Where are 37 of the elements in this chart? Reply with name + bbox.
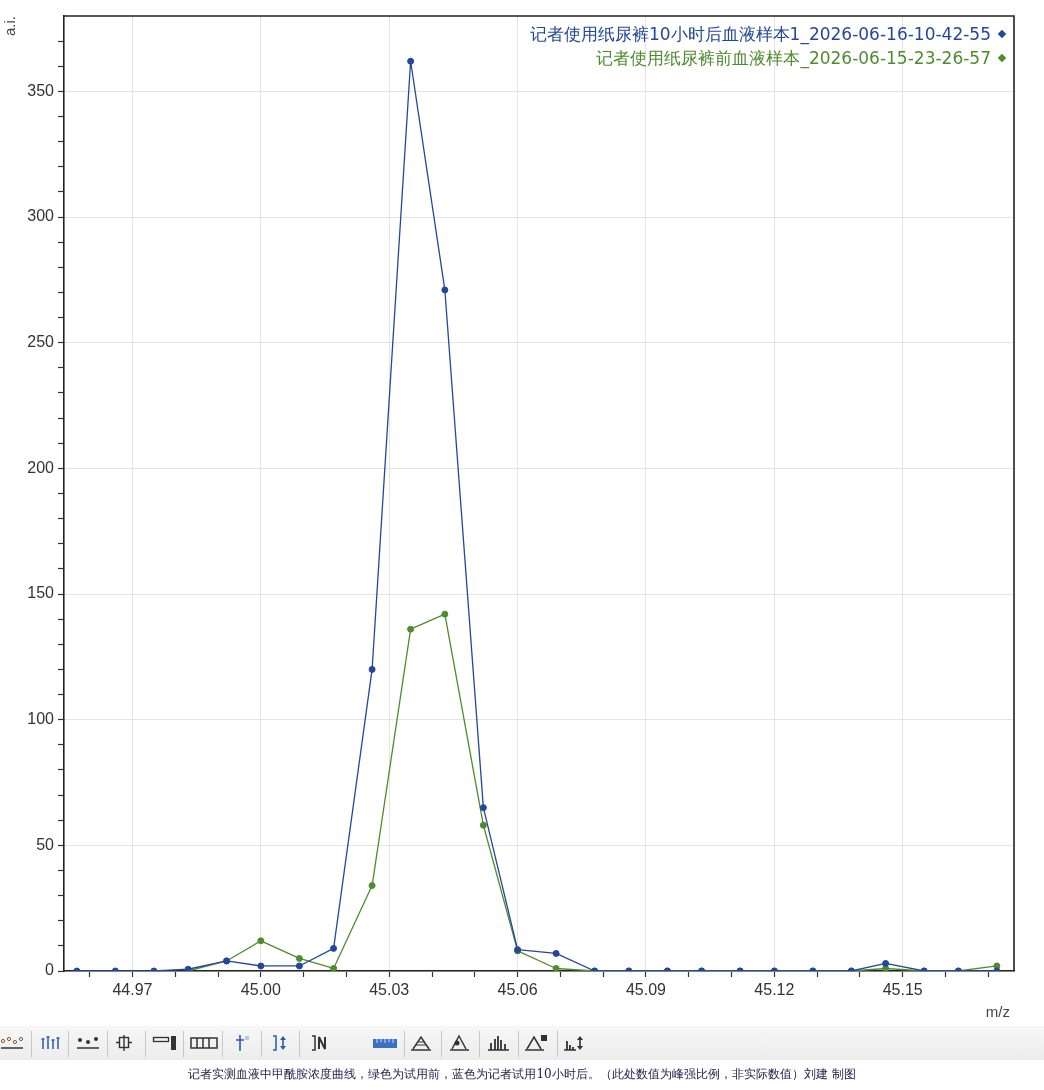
point [330,944,338,952]
point [257,962,265,970]
point [479,821,487,829]
point [441,610,449,618]
x-tick-label: 45.06 [497,981,538,999]
y-tick-label: 150 [27,584,55,602]
x-axis-title: m/z [985,1003,1010,1021]
x-tick-label: 45.00 [240,981,281,999]
point [479,804,487,812]
point [295,954,303,962]
point [882,959,890,967]
y-tick-label: 350 [27,81,55,99]
y-axis-title: a.i. [1,15,19,37]
x-tick-label: 45.12 [754,981,795,999]
x-tick-label: 44.97 [112,981,153,999]
point [295,962,303,970]
x-tick-label: 45.15 [882,981,923,999]
point [257,937,265,945]
y-tick-label: 200 [27,458,55,476]
x-tick-label: 45.09 [625,981,667,999]
y-tick-label: 50 [36,835,55,853]
point [407,57,415,65]
x-tick-label: 45.03 [369,981,410,999]
point [441,286,449,294]
point [368,665,376,673]
point [552,949,560,957]
y-tick-label: 250 [27,333,55,351]
point [552,964,560,971]
legend-label: 记者使用纸尿裤10小时后血液样本1_2026-06-16-10-42-55 [529,24,991,44]
legend-label: 记者使用纸尿裤前血液样本_2026-06-15-23-26-57 [596,48,991,68]
y-tick-label: 100 [27,710,55,728]
y-tick-label: 300 [27,207,55,225]
y-tick-label: 0 [45,961,55,979]
point [368,882,376,890]
point [330,964,338,971]
point [407,625,415,633]
text: 记者实测血液中甲酰胺浓度曲线，绿色为试用前，蓝色为记者试用10小时后。（此处数值为峰强比例，非实际数值）刘建 制图 [187,1066,857,1083]
